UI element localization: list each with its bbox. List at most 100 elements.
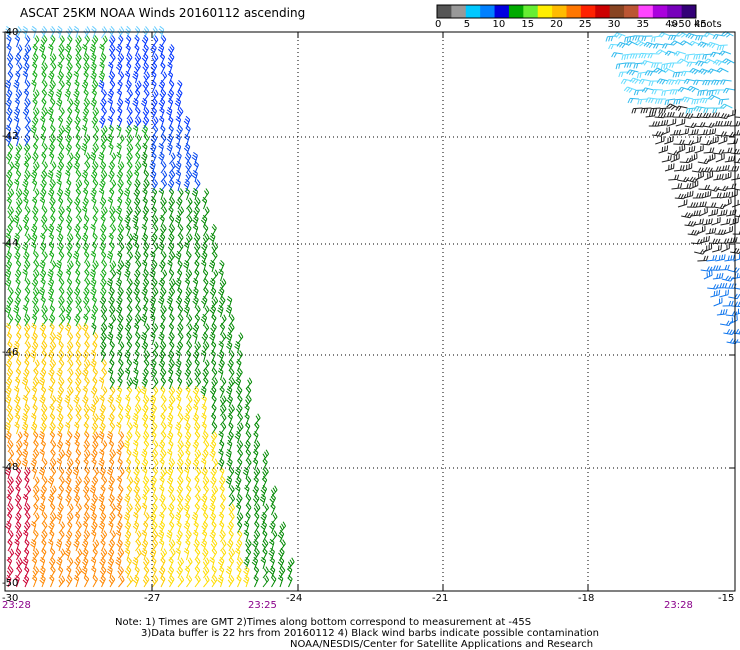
wind-barb: [660, 62, 672, 70]
legend-swatch: [667, 5, 683, 18]
wind-barb: [194, 467, 202, 480]
wind-barb: [117, 287, 124, 300]
wind-barb: [254, 421, 260, 435]
wind-barb: [714, 89, 726, 95]
wind-barb: [31, 331, 38, 345]
wind-barb: [118, 359, 124, 372]
wind-barb: [243, 529, 250, 543]
wind-barb: [242, 466, 249, 480]
wind-barb: [728, 315, 738, 325]
wind-barb: [227, 323, 235, 336]
wind-barb: [159, 493, 166, 507]
wind-barb: [200, 214, 208, 228]
wind-barb: [141, 232, 149, 246]
wind-barb: [262, 529, 268, 543]
wind-barb: [152, 125, 159, 138]
wind-barb: [109, 152, 117, 165]
wind-barb: [253, 467, 261, 480]
wind-barb: [192, 529, 199, 543]
wind-barb: [193, 242, 201, 255]
wind-barb: [167, 349, 175, 363]
wind-barb: [150, 43, 157, 57]
wind-barb: [236, 574, 242, 588]
wind-barb: [83, 359, 91, 372]
wind-barb: [251, 556, 259, 570]
wind-barb: [41, 358, 47, 372]
wind-barb: [30, 349, 37, 363]
wind-barb: [117, 233, 124, 246]
wind-barb: [132, 448, 139, 462]
wind-barb: [134, 206, 142, 219]
wind-barb: [91, 35, 99, 48]
wind-barb: [192, 223, 199, 237]
wind-barb: [84, 250, 90, 264]
wind-barb: [681, 96, 694, 103]
wind-barb: [116, 322, 124, 336]
wind-barb: [186, 395, 193, 408]
wind-barb: [143, 170, 150, 183]
wind-barb: [177, 305, 184, 318]
wind-barb: [716, 308, 728, 316]
wind-barb: [48, 250, 55, 264]
wind-barb: [38, 376, 45, 390]
wind-barb: [107, 196, 114, 210]
wind-barb: [15, 143, 23, 156]
wind-barb: [64, 322, 72, 336]
wind-barb: [709, 166, 722, 172]
wind-barb: [124, 70, 131, 84]
wind-barb: [117, 440, 125, 453]
wind-barb: [75, 277, 81, 291]
wind-barb: [22, 52, 30, 66]
wind-barb: [57, 386, 65, 399]
wind-barb: [726, 209, 737, 217]
wind-barb: [109, 503, 116, 516]
wind-barb: [41, 206, 48, 219]
wind-barb: [106, 431, 113, 444]
wind-barb: [701, 190, 712, 199]
wind-barb: [82, 295, 90, 309]
wind-barb: [5, 520, 12, 534]
wind-barb: [262, 566, 269, 579]
wind-barb: [200, 313, 208, 327]
wind-barb: [686, 85, 700, 93]
wind-barb: [140, 547, 148, 561]
legend-swatch: [437, 5, 452, 18]
wind-barb: [141, 457, 149, 471]
wind-barb: [82, 520, 89, 534]
wind-barb: [126, 575, 134, 588]
wind-barb: [134, 161, 142, 174]
wind-barb: [176, 503, 184, 516]
wind-barb: [57, 412, 64, 426]
wind-barb: [691, 167, 704, 173]
wind-barb: [24, 512, 31, 525]
wind-barb: [5, 169, 13, 183]
wind-barb: [703, 32, 716, 38]
wind-barb: [16, 358, 22, 372]
wind-barb: [75, 331, 81, 345]
wind-barb: [722, 198, 732, 208]
wind-barb: [185, 287, 193, 300]
wind-barb: [57, 350, 65, 363]
wind-barb: [209, 232, 216, 246]
wind-barb: [202, 431, 209, 444]
wind-barb: [713, 59, 726, 66]
wind-barb: [168, 332, 175, 345]
wind-barb: [611, 52, 623, 58]
wind-barb: [169, 314, 175, 327]
wind-barb: [174, 511, 182, 525]
wind-barb: [108, 286, 115, 300]
wind-barb: [227, 520, 234, 534]
wind-barb: [278, 547, 285, 561]
wind-barb: [66, 26, 73, 39]
wind-barb: [219, 484, 225, 498]
wind-barb: [124, 349, 131, 363]
wind-barb: [673, 50, 687, 57]
wind-barb: [82, 196, 89, 210]
wind-barb: [116, 520, 123, 534]
wind-barb: [125, 431, 133, 444]
wind-barb: [166, 448, 173, 462]
wind-barb: [697, 255, 709, 262]
wind-barb: [24, 206, 31, 219]
wind-barb: [41, 476, 48, 489]
wind-barb: [244, 412, 250, 426]
